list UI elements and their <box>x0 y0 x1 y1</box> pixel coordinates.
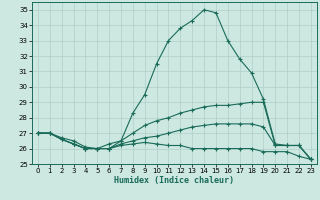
X-axis label: Humidex (Indice chaleur): Humidex (Indice chaleur) <box>115 176 234 185</box>
